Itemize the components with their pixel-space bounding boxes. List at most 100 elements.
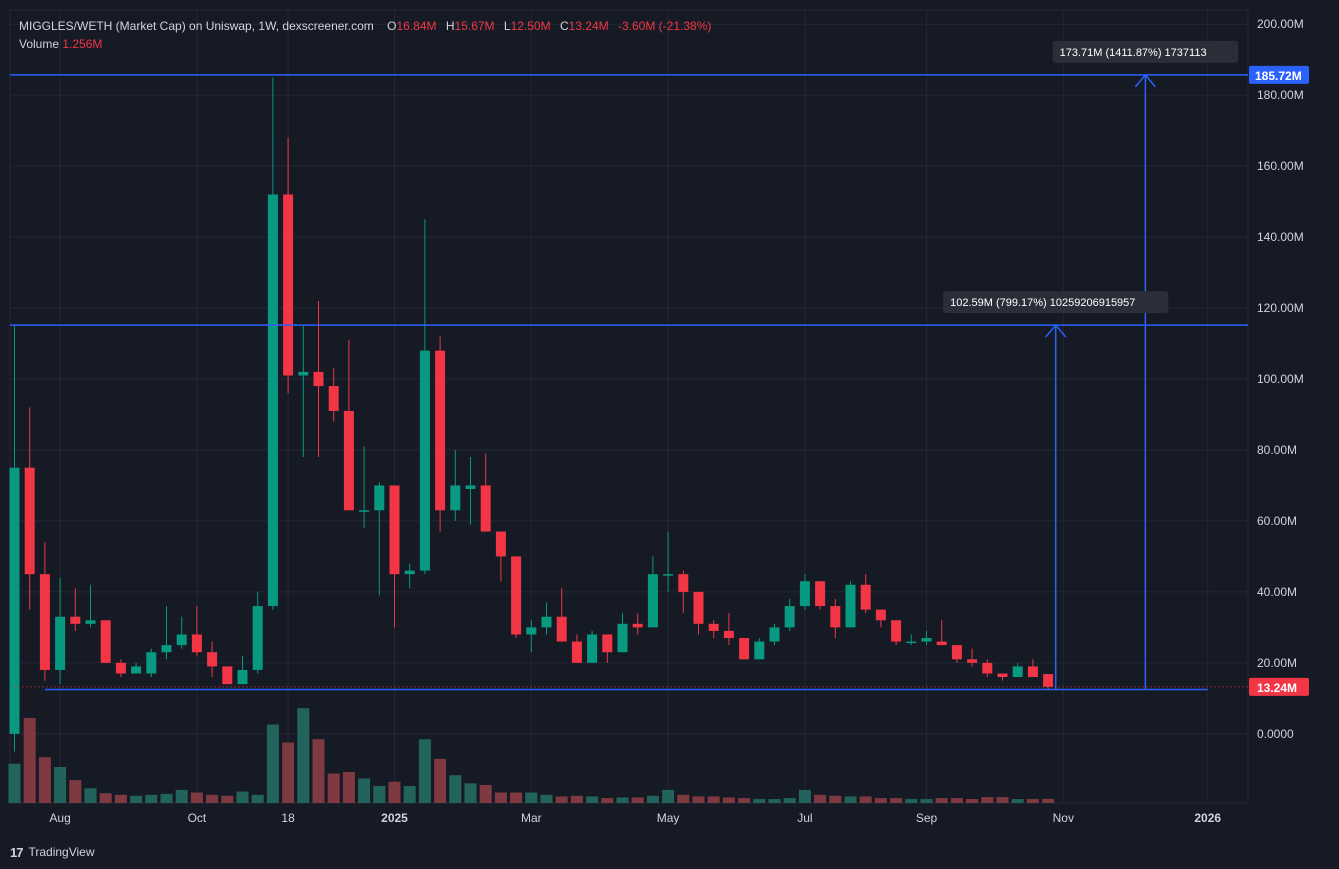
volume-bar (677, 794, 690, 803)
volume-bars (8, 708, 1055, 803)
time-tick-label: 2025 (381, 811, 408, 825)
measure-arrow-head-icon (1134, 73, 1156, 88)
volume-bar (1026, 799, 1039, 803)
low-label: L (503, 19, 511, 33)
symbol-title: MIGGLES/WETH (Market Cap) on Uniswap, 1W… (19, 19, 374, 33)
volume-bar (555, 796, 568, 803)
price-badge-185 (1249, 65, 1309, 84)
candle-body (906, 641, 917, 644)
volume-bar (130, 795, 143, 803)
price-tick-label: 80.00M (1257, 443, 1297, 457)
volume-bar (981, 797, 994, 803)
candle-body (708, 623, 719, 631)
close-label: C (559, 19, 569, 33)
chart-grid (9, 9, 1249, 804)
price-tick-label: 120.00M (1257, 301, 1304, 315)
price-tick-label: 160.00M (1257, 159, 1304, 173)
candle-body (982, 662, 993, 674)
open-value: 16.84M (396, 19, 437, 33)
candle-body (24, 467, 35, 575)
volume-bar (707, 796, 720, 803)
candle-body (769, 627, 780, 642)
candle-body (343, 410, 354, 511)
candle-body (784, 606, 795, 628)
candle-body (100, 620, 111, 663)
volume-bar (8, 763, 21, 803)
volume-bar (221, 795, 234, 803)
candle-body (754, 641, 765, 660)
volume-bar (84, 788, 97, 803)
time-tick-label: Jul (797, 811, 812, 825)
legend-ohlc-row: MIGGLES/WETH (Market Cap) on Uniswap, 1W… (19, 17, 717, 35)
candle-body (419, 350, 430, 571)
volume-bar (1042, 798, 1055, 803)
candle-body (541, 616, 552, 628)
candle-body (55, 616, 66, 670)
candle-body (359, 510, 370, 512)
candle-body (860, 584, 871, 610)
candle-body (1043, 674, 1054, 687)
volume-bar (99, 793, 112, 803)
candle-body (39, 574, 50, 670)
time-tick-label: 2026 (1194, 811, 1221, 825)
candle-body (663, 574, 674, 576)
volume-bar (692, 796, 705, 803)
measure-tools[interactable]: 173.71M (1411.87%) 1737113 102.59M (799.1… (943, 40, 1239, 690)
candle-body (997, 673, 1008, 678)
price-tick-label: 200.00M (1257, 17, 1304, 31)
volume-bar (768, 799, 781, 803)
candle-body (571, 641, 582, 663)
candle-body (526, 627, 537, 635)
candle-body (146, 652, 157, 674)
candle-body (1027, 666, 1038, 678)
price-tick-label: 100.00M (1257, 372, 1304, 386)
volume-bar (282, 742, 295, 803)
candlesticks (9, 77, 1054, 752)
candle-body (967, 659, 978, 663)
plot-frame (9, 9, 1249, 804)
volume-bar (434, 758, 447, 803)
candle-body (374, 485, 385, 511)
volume-bar (646, 795, 659, 803)
volume-bar (966, 799, 979, 803)
volume-bar (631, 797, 644, 803)
volume-bar (494, 792, 507, 803)
candle-body (617, 623, 628, 653)
volume-bar (54, 767, 67, 803)
time-axis[interactable]: Aug Oct 18 2025 Mar May Jul Sep Nov 2026 (49, 811, 1221, 825)
candle-body (830, 606, 841, 628)
volume-bar (312, 739, 325, 803)
volume-bar (525, 792, 538, 803)
change-value: -3.60M (-21.38%) (618, 19, 712, 33)
volume-bar (23, 717, 36, 803)
volume-bar (479, 785, 492, 803)
measure-arrow-head-icon (1045, 323, 1067, 338)
candle-body (161, 645, 172, 653)
volume-bar (160, 793, 173, 803)
price-axis[interactable]: 200.00M 180.00M 160.00M 140.00M 120.00M 100.0… (1249, 17, 1309, 741)
volume-bar (950, 798, 963, 803)
price-lines[interactable] (10, 74, 1248, 691)
volume-bar (266, 724, 279, 803)
close-value: 13.24M (568, 19, 609, 33)
volume-bar (510, 792, 523, 803)
high-label: H (445, 19, 455, 33)
volume-bar (418, 739, 431, 803)
measure-label: 102.59M (799.17%) 10259206915957 (943, 291, 1169, 314)
candle-body (191, 634, 202, 653)
candle-body (298, 371, 309, 376)
volume-bar (662, 789, 675, 803)
volume-bar (69, 780, 82, 803)
volume-bar (829, 795, 842, 803)
candle-body (587, 634, 598, 663)
tradingview-attribution[interactable]: 17 TradingView (10, 843, 95, 861)
volume-bar (373, 785, 386, 803)
price-tick-label: 60.00M (1257, 514, 1297, 528)
candle-body (815, 581, 826, 607)
volume-bar (798, 789, 811, 803)
volume-bar (206, 794, 219, 803)
candle-body (951, 645, 962, 660)
volume-bar (920, 799, 933, 803)
volume-bar (1011, 799, 1024, 803)
